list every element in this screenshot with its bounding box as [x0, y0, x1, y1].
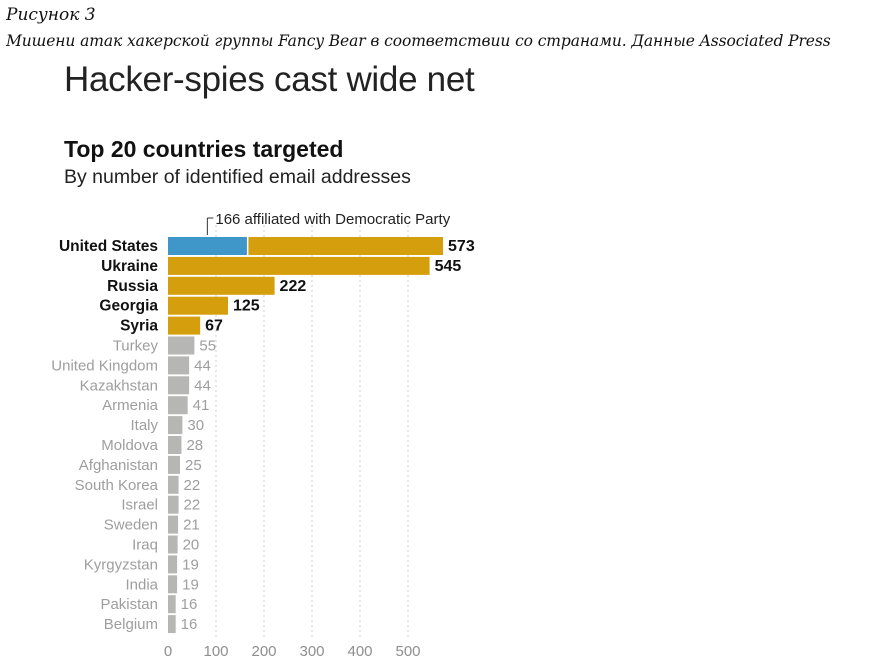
value-label-kyrgyzstan: 19: [182, 556, 199, 573]
annotation-label: 166 affiliated with Democratic Party: [215, 211, 450, 228]
bar-moldova: [168, 436, 182, 454]
bar-ukraine: [168, 256, 430, 275]
x-tick-0: 0: [164, 643, 172, 660]
value-label-moldova: 28: [186, 437, 203, 454]
x-tick-500: 500: [395, 643, 420, 660]
bar-segment-democratic-party: [168, 237, 248, 255]
category-label-india: India: [125, 576, 158, 593]
bar-india: [168, 575, 178, 594]
bar-armenia: [168, 396, 188, 415]
bar-afghanistan: [168, 455, 180, 474]
value-label-ukraine: 545: [435, 258, 462, 275]
category-label-kazakhstan: Kazakhstan: [80, 377, 158, 394]
value-label-syria: 67: [205, 318, 223, 335]
category-label-russia: Russia: [107, 278, 158, 295]
figure-label: Рисунок 3: [6, 5, 96, 25]
bar-georgia: [168, 296, 228, 315]
x-tick-100: 100: [203, 643, 228, 660]
category-label-israel: Israel: [121, 497, 158, 514]
value-label-sweden: 21: [183, 517, 200, 534]
bar-syria: [168, 316, 201, 335]
gridlines: [215, 225, 409, 640]
category-label-belgium: Belgium: [104, 616, 158, 633]
bars: [168, 237, 444, 634]
bar-israel: [168, 495, 179, 514]
value-label-afghanistan: 25: [185, 457, 202, 474]
value-label-armenia: 41: [193, 397, 210, 414]
category-label-kyrgyzstan: Kyrgyzstan: [84, 556, 158, 573]
bar-pakistan: [168, 595, 176, 614]
value-label-united-states: 573: [448, 238, 475, 255]
category-label-turkey: Turkey: [113, 338, 159, 355]
bar-turkey: [168, 336, 195, 355]
annotation: 166 affiliated with Democratic Party: [206, 211, 451, 235]
value-label-united-kingdom: 44: [194, 357, 211, 374]
category-label-pakistan: Pakistan: [100, 596, 158, 613]
value-label-india: 19: [182, 576, 199, 593]
headline: Hacker-spies cast wide net: [64, 60, 475, 99]
value-label-belgium: 16: [181, 616, 198, 633]
chart-subtitle: By number of identified email addresses: [64, 166, 411, 188]
x-axis: 0 100 200 300 400 500: [164, 643, 421, 660]
category-label-moldova: Moldova: [101, 437, 158, 454]
category-label-italy: Italy: [130, 417, 158, 434]
bar-russia: [168, 276, 275, 295]
value-label-russia: 222: [280, 278, 307, 295]
bar-italy: [168, 416, 183, 435]
category-label-iraq: Iraq: [132, 537, 158, 554]
x-tick-400: 400: [347, 643, 372, 660]
chart-title: Top 20 countries targeted: [64, 136, 344, 162]
bar-sweden: [168, 515, 179, 534]
value-label-kazakhstan: 44: [194, 377, 211, 394]
value-label-pakistan: 16: [181, 596, 198, 613]
figure-caption: Мишени атак хакерской группы Fancy Bear …: [6, 32, 831, 50]
category-label-syria: Syria: [120, 318, 158, 335]
category-label-south-korea: South Korea: [75, 477, 159, 494]
value-label-georgia: 125: [233, 298, 260, 315]
value-label-italy: 30: [187, 417, 204, 434]
x-tick-200: 200: [251, 643, 276, 660]
category-label-georgia: Georgia: [99, 298, 158, 315]
bar-south-korea: [168, 475, 179, 494]
bar-kyrgyzstan: [168, 555, 178, 574]
value-label-israel: 22: [184, 497, 201, 514]
labels: United States 573 Ukraine 545 Russia 222 Georg…: [51, 238, 475, 633]
value-label-turkey: 55: [199, 338, 216, 355]
value-label-iraq: 20: [183, 537, 200, 554]
bar-united-kingdom: [168, 356, 190, 375]
category-label-sweden: Sweden: [104, 517, 158, 534]
category-label-afghanistan: Afghanistan: [79, 457, 158, 474]
bar-iraq: [168, 535, 178, 554]
category-label-armenia: Armenia: [102, 397, 159, 414]
x-tick-300: 300: [299, 643, 324, 660]
category-label-united-states: United States: [59, 238, 158, 255]
value-label-south-korea: 22: [184, 477, 201, 494]
category-label-ukraine: Ukraine: [101, 258, 158, 275]
bar-kazakhstan: [168, 376, 190, 395]
category-label-united-kingdom: United Kingdom: [51, 357, 158, 374]
bar-belgium: [168, 615, 176, 634]
